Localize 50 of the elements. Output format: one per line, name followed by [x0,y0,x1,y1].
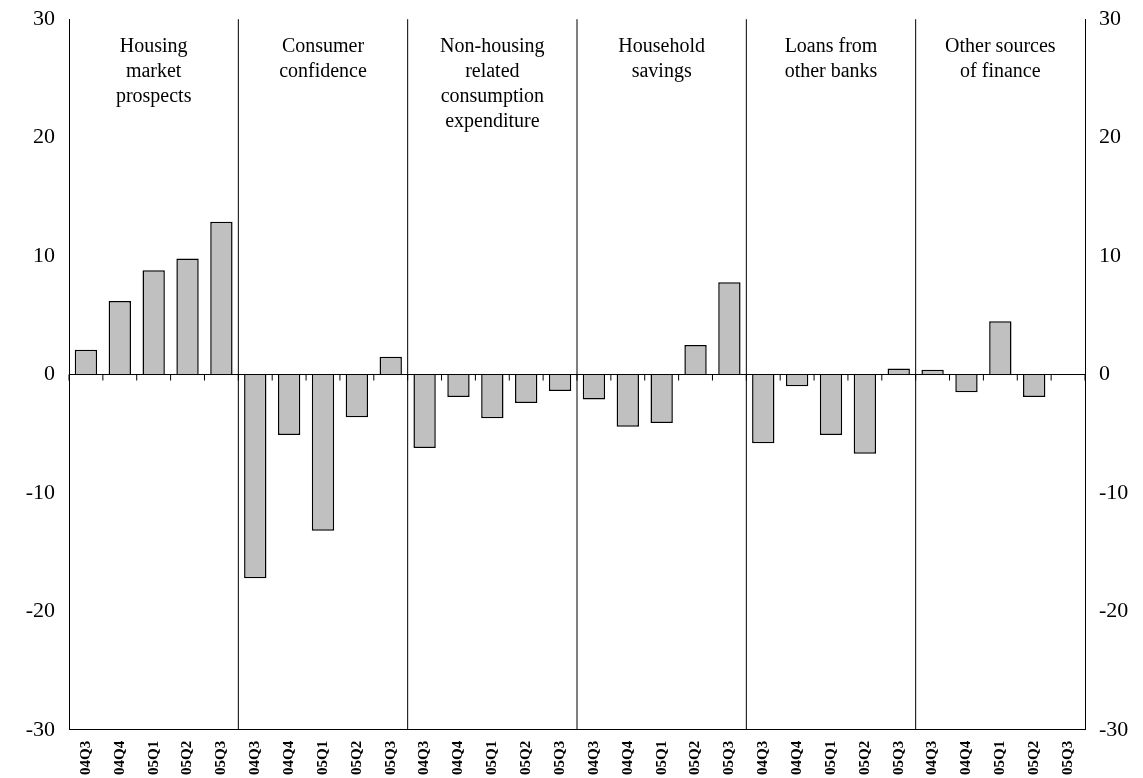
x-tick-label: 04Q3 [754,740,771,775]
x-tick-label: 04Q3 [415,740,432,775]
x-tick-label: 05Q3 [720,740,737,775]
annotation: Non-housing related consumption expenditure [440,34,545,133]
y2-tick-label: -30 [1099,715,1129,741]
x-tick-label: 05Q1 [144,740,161,775]
y2-tick-label: 0 [1099,360,1110,386]
x-tick-label: 04Q3 [923,740,940,775]
annotation: Household savings [618,34,705,83]
x-tick-label: 05Q1 [821,740,838,775]
x-tick-label: 04Q4 [957,740,974,775]
y2-tick-label: 30 [1099,4,1121,30]
x-tick-label: 05Q2 [178,740,195,775]
y2-tick-label: -20 [1099,597,1129,623]
x-tick-label: 04Q4 [280,740,297,775]
x-tick-label: 04Q4 [110,740,127,775]
x-tick-label: 05Q2 [1025,740,1042,775]
x-tick-label: 05Q2 [686,740,703,775]
x-tick-label: 05Q1 [483,740,500,775]
x-tick-label: 05Q3 [381,740,398,775]
x-tick-label: 05Q2 [347,740,364,775]
x-tick-label: 05Q1 [313,740,330,775]
y2-tick-label: -10 [1099,478,1129,504]
y2-tick-label: 10 [1099,241,1121,267]
x-tick-label: 04Q4 [449,740,466,775]
x-tick-label: 04Q3 [584,740,601,775]
y-tick-label: -30 [25,715,55,741]
y-tick-label: -10 [25,478,55,504]
x-tick-label: 04Q3 [246,740,263,775]
x-tick-label: 05Q2 [855,740,872,775]
y-tick-label: 20 [33,123,55,149]
y-tick-label: 30 [33,4,55,30]
annotation: Loans from other banks [784,34,878,82]
x-tick-label: 04Q4 [788,740,805,775]
x-tick-label: 05Q3 [1058,740,1075,775]
annotation: Consumer confidence [279,34,367,82]
x-tick-label: 05Q3 [212,740,229,775]
y-tick-label: 10 [33,241,55,267]
x-tick-label: 05Q1 [652,740,669,775]
annotation: Other sources of finance [945,34,1056,82]
x-tick-label: 05Q2 [517,740,534,775]
x-tick-label: 05Q3 [550,740,567,775]
y-tick-label: 0 [44,360,55,386]
x-tick-label: 04Q4 [618,740,635,775]
x-tick-label: 05Q1 [991,740,1008,775]
y-tick-label: -20 [25,597,55,623]
annotation: Housing market prospects [115,34,192,108]
y2-tick-label: 20 [1099,123,1121,149]
x-tick-label: 05Q3 [889,740,906,775]
x-tick-label: 04Q3 [76,740,93,775]
